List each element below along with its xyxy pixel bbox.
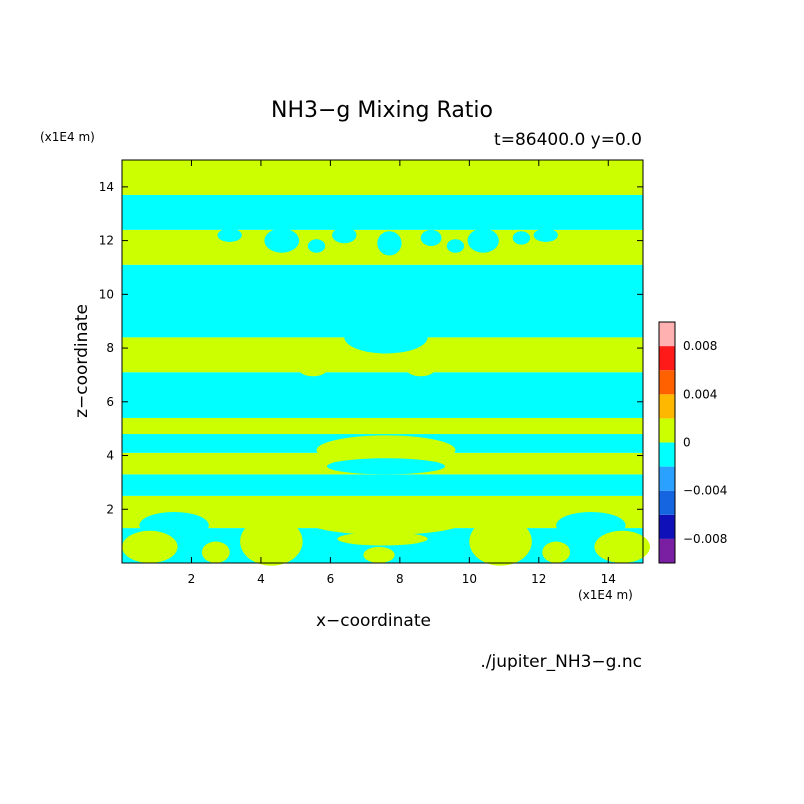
colorbar-tick-label: 0 [683,436,691,450]
colorbar-swatch [659,418,675,443]
contour-region [420,229,442,246]
contour-region [217,228,242,242]
colorbar: −0.008 −0.004 0 0.004 0.008 [658,321,727,564]
contour-region [533,228,558,242]
contour-region [363,546,395,563]
colorbar-swatch [659,466,675,491]
x-axis-ticks: 2 4 6 8 10 12 14 [188,160,616,586]
chart-title: NH3−g Mixing Ratio [271,98,493,123]
y-tick-label: 2 [106,502,114,516]
contour-band [122,194,643,230]
contour-band [122,474,643,496]
x-tick-label: 8 [396,572,404,586]
colorbar-swatch [659,538,675,563]
colorbar-swatch [659,394,675,419]
colorbar-swatch [659,514,675,539]
x-tick-label: 2 [188,572,196,586]
contour-region [264,228,300,253]
colorbar-swatch [659,442,675,467]
y-tick-label: 14 [99,180,114,194]
contour-region [299,362,327,377]
colorbar-tick-label: 0.004 [683,387,717,401]
y-tick-label: 8 [106,341,114,355]
colorbar-frame [658,321,676,564]
contour-band [122,372,643,418]
contour-band [122,417,643,435]
contour-region [337,532,428,546]
y-tick-label: 6 [106,395,114,409]
x-tick-label: 10 [462,572,477,586]
colorbar-tick-label: −0.008 [683,532,727,546]
y-tick-label: 12 [99,234,114,248]
x-axis-label: x−coordinate [316,611,431,631]
colorbar-tick-label: 0.008 [683,339,717,353]
contour-region [201,541,230,564]
contour-region [512,231,531,245]
y-tick-label: 10 [99,287,114,301]
chart-subtitle: t=86400.0 y=0.0 [494,130,642,150]
contour-region [377,231,402,256]
x-tick-label: 6 [327,572,335,586]
contour-region [446,239,465,253]
contour-region [307,239,326,253]
contour-region [326,458,446,475]
z-axis-unit: (x1E4 m) [40,130,95,144]
source-file-label: ./jupiter_NH3−g.nc [480,652,642,672]
x-tick-label: 14 [601,572,616,586]
colorbar-swatch [659,490,675,515]
plot-frame [121,159,644,564]
contour-region [240,517,303,566]
contour-region [316,435,456,465]
contour-region [332,227,357,244]
x-tick-label: 12 [531,572,546,586]
colorbar-swatch [659,370,675,395]
contour-region [309,510,463,535]
x-axis-unit: (x1E4 m) [578,588,633,602]
contour-region [469,517,532,566]
y-tick-label: 4 [106,449,114,463]
contour-field [122,160,650,566]
contour-region [542,541,571,564]
contour-band [122,160,643,195]
colorbar-swatch [659,346,675,371]
colorbar-tick-label: −0.004 [683,484,727,498]
contour-region [344,321,428,354]
contour-region [122,530,178,563]
y-axis-ticks: 2 4 6 8 10 12 14 [99,180,643,516]
contour-region [594,530,650,563]
x-tick-label: 4 [257,572,265,586]
contour-region [467,228,499,253]
contour-region [406,362,435,377]
contour-region [556,511,626,539]
colorbar-swatch [659,322,675,347]
